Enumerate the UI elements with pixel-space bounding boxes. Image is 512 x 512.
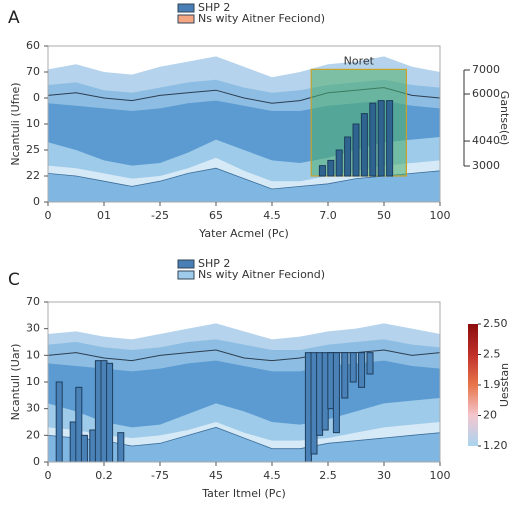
y-tick-label: 22 <box>26 169 40 182</box>
y-tick-label: 0 <box>33 195 40 208</box>
bar <box>55 381 63 463</box>
panel-label: C <box>8 270 20 290</box>
x-tick-label: 65 <box>209 209 223 222</box>
annotation-text: Noret <box>344 54 375 67</box>
x-tick-label: 2.5 <box>319 469 337 482</box>
bar <box>352 123 360 177</box>
legend-label: Ns wity Aitner Feciond) <box>198 12 325 25</box>
x-tick-label: 0 <box>45 209 52 222</box>
bar <box>106 362 114 463</box>
legend-label: SHP 2 <box>198 257 230 270</box>
bar <box>344 136 352 177</box>
y-tick-label: 0 <box>33 455 40 468</box>
bar <box>327 159 335 177</box>
legend-swatch <box>177 3 195 13</box>
x-tick-label: 100 <box>430 469 451 482</box>
y-tick-label: 10 <box>26 348 40 361</box>
x-tick-label: 30 <box>377 469 391 482</box>
bar <box>69 421 77 463</box>
y-axis-label: Ncantull (Uar) <box>9 344 22 421</box>
y2-tick-label: 7000 <box>472 63 500 76</box>
bar <box>318 165 326 177</box>
colorbar-tick-label: 20 <box>483 409 497 422</box>
colorbar-label: Uesstan <box>498 363 511 407</box>
line <box>47 349 441 362</box>
bar <box>349 352 357 383</box>
colorbar-tick-label: 1.9 <box>483 378 501 391</box>
bar <box>358 352 366 388</box>
x-tick-label: 4.5 <box>263 209 281 222</box>
y2-tick-label: 3000 <box>472 159 500 172</box>
bar <box>386 100 394 177</box>
legend-label: SHP 2 <box>198 1 230 14</box>
y-tick-label: 10 <box>26 375 40 388</box>
x-tick-label: 01 <box>97 209 111 222</box>
colorbar <box>468 324 478 446</box>
legend-label: Ns wity Aitner Feciond) <box>198 268 325 281</box>
y-tick-label: 25 <box>26 143 40 156</box>
x-tick-label: -75 <box>151 469 169 482</box>
bar <box>377 100 385 177</box>
y-tick-label: 70 <box>26 295 40 308</box>
colorbar-tick-label: 2.5 <box>483 348 501 361</box>
y2-axis-label: Gantse(e) <box>498 91 511 145</box>
legend-swatch <box>177 14 195 24</box>
x-axis-label: Yater Acmel (Pc) <box>198 227 289 240</box>
colorbar-tick-label: 2.50 <box>483 317 508 330</box>
colorbar-tick-label: 1.20 <box>483 439 508 452</box>
y-tick-label: 30 <box>26 402 40 415</box>
y-tick-label: 30 <box>26 322 40 335</box>
legend-swatch <box>177 259 195 269</box>
x-tick-label: 100 <box>430 209 451 222</box>
x-tick-label: 7.0 <box>319 209 337 222</box>
y-axis-label: Ncantuli (Ufne) <box>9 82 22 165</box>
y-tick-label: 10 <box>26 117 40 130</box>
bar <box>366 352 374 375</box>
y-tick-label: 70 <box>26 65 40 78</box>
x-tick-label: 0.2 <box>95 469 113 482</box>
y-tick-label: 20 <box>26 428 40 441</box>
x-tick-label: 50 <box>377 209 391 222</box>
panel-label: A <box>8 8 20 28</box>
y2-tick-label: 4040 <box>472 134 500 147</box>
x-tick-label: 0 <box>45 469 52 482</box>
x-axis-label: Tater Itmel (Pc) <box>201 487 286 500</box>
y-tick-label: 0 <box>33 91 40 104</box>
x-tick-label: 45 <box>209 469 223 482</box>
area <box>47 167 441 203</box>
bar <box>360 113 368 177</box>
legend-swatch <box>177 270 195 280</box>
bar <box>341 352 349 399</box>
y-tick-label: 60 <box>26 39 40 52</box>
bar <box>335 149 343 177</box>
bar <box>332 352 340 434</box>
bar <box>80 434 88 463</box>
bar <box>369 102 377 177</box>
x-tick-label: -25 <box>151 209 169 222</box>
x-tick-label: 4.5 <box>263 469 281 482</box>
bar <box>117 432 125 463</box>
y2-tick-label: 6000 <box>472 87 500 100</box>
